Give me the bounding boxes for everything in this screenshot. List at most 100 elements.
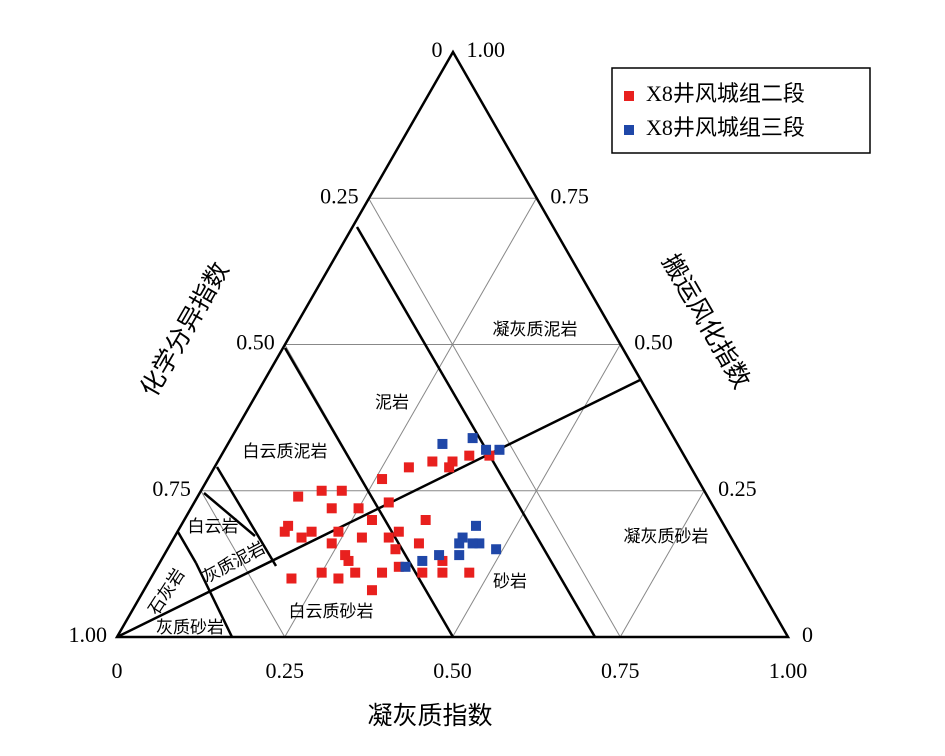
- legend-swatch: [624, 91, 634, 101]
- right-axis-title: 搬运风化指数: [656, 249, 756, 393]
- right-tick-label: 0: [802, 622, 813, 647]
- point: [286, 573, 297, 584]
- right-tick-label: 0.75: [550, 183, 589, 208]
- bottom-tick-label: 0: [112, 658, 123, 683]
- point: [464, 450, 475, 461]
- point: [427, 456, 438, 467]
- region-label: 白云质泥岩: [243, 442, 328, 462]
- boundary-line: [116, 378, 641, 639]
- left-tick-label: 0: [432, 37, 443, 62]
- point: [326, 503, 337, 514]
- point: [454, 550, 465, 561]
- point: [326, 538, 337, 549]
- point: [437, 438, 448, 449]
- bottom-tick-label: 0.75: [601, 658, 640, 683]
- point: [390, 544, 401, 555]
- point: [454, 538, 465, 549]
- right-tick-label: 1.00: [467, 37, 506, 62]
- region-label: 白云质砂岩: [289, 602, 374, 622]
- point: [377, 567, 388, 578]
- point: [437, 567, 448, 578]
- point: [474, 538, 485, 549]
- point: [400, 561, 411, 572]
- point: [434, 550, 445, 561]
- grid: [200, 197, 705, 638]
- region-label: 凝灰质砂岩: [624, 527, 709, 547]
- point: [336, 485, 347, 496]
- point: [447, 456, 458, 467]
- point: [350, 567, 361, 578]
- point: [283, 520, 294, 531]
- point: [356, 532, 367, 543]
- grid-line: [619, 490, 705, 638]
- point: [413, 538, 424, 549]
- boundary-line: [283, 347, 455, 638]
- point: [296, 532, 307, 543]
- point: [464, 567, 475, 578]
- point: [484, 450, 495, 461]
- point: [481, 444, 492, 455]
- triangle-frame: [114, 49, 791, 639]
- point: [333, 573, 344, 584]
- legend-swatch: [624, 125, 634, 135]
- region-label: 砂岩: [493, 572, 527, 592]
- point: [306, 526, 317, 537]
- point: [494, 444, 505, 455]
- right-tick-label: 0.25: [718, 476, 757, 501]
- point: [393, 526, 404, 537]
- region-label: 灰质砂岩: [156, 618, 224, 638]
- region-label: 石灰岩: [145, 565, 190, 619]
- grid-line: [284, 198, 537, 638]
- point: [383, 497, 394, 508]
- point: [457, 532, 468, 543]
- bottom-axis-title: 凝灰质指数: [367, 701, 492, 730]
- point: [470, 520, 481, 531]
- legend-label: X8井风城组三段: [646, 115, 805, 140]
- point: [393, 561, 404, 572]
- legend: [611, 67, 871, 154]
- point: [340, 550, 351, 561]
- point: [333, 526, 344, 537]
- boundary-line: [203, 492, 256, 537]
- point: [377, 474, 388, 485]
- grid-line: [200, 490, 286, 638]
- point: [417, 567, 428, 578]
- point: [366, 515, 377, 525]
- point: [343, 555, 354, 566]
- left-tick-label: 0.25: [320, 183, 359, 208]
- boundary-line: [194, 562, 234, 638]
- point: [467, 433, 478, 444]
- boundary-line: [355, 226, 597, 638]
- right-tick-label: 0.50: [634, 330, 673, 355]
- region-label: 凝灰质泥岩: [493, 320, 578, 340]
- point: [383, 532, 394, 543]
- point: [293, 491, 304, 502]
- grid-line: [368, 198, 621, 638]
- left-tick-label: 0.75: [152, 476, 191, 501]
- region-label: 白云岩: [188, 517, 239, 537]
- point: [366, 585, 377, 596]
- point: [279, 526, 290, 537]
- point: [417, 555, 428, 566]
- point: [316, 567, 327, 578]
- legend-label: X8井风城组二段: [646, 81, 805, 106]
- point: [316, 485, 327, 496]
- bottom-tick-label: 0.50: [433, 658, 472, 683]
- bottom-tick-label: 0.25: [266, 658, 305, 683]
- region-label: 泥岩: [375, 393, 409, 413]
- point: [444, 462, 455, 473]
- bottom-tick-label: 1.00: [769, 658, 808, 683]
- left-axis-title: 化学分异指数: [135, 257, 235, 401]
- left-tick-label: 1.00: [69, 622, 108, 647]
- point: [403, 462, 414, 473]
- boundary-line: [176, 531, 198, 564]
- boundary-line: [215, 466, 278, 567]
- left-tick-label: 0.50: [236, 330, 275, 355]
- points: [279, 433, 505, 596]
- point: [467, 538, 478, 549]
- point: [437, 555, 448, 566]
- point: [353, 503, 364, 514]
- point: [491, 544, 502, 555]
- classification-lines: [116, 226, 641, 639]
